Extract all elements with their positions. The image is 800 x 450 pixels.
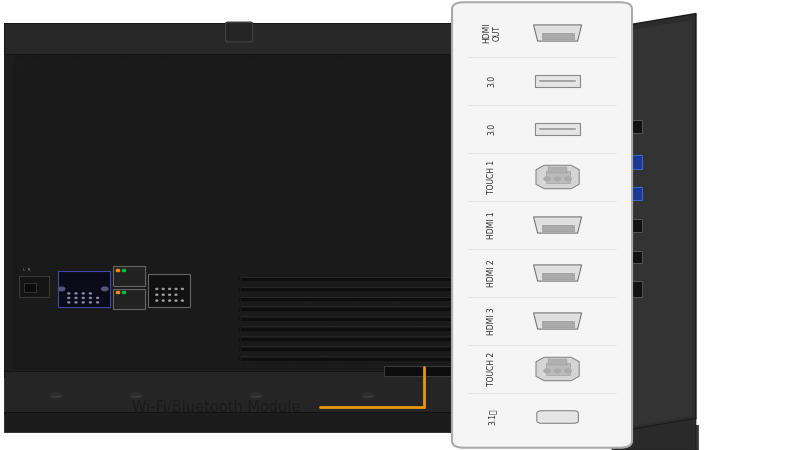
Polygon shape [4,371,552,414]
FancyBboxPatch shape [534,75,581,87]
FancyBboxPatch shape [548,167,567,173]
FancyBboxPatch shape [542,33,574,39]
Circle shape [565,369,571,373]
Circle shape [156,288,158,289]
FancyBboxPatch shape [542,273,574,279]
Polygon shape [4,22,552,54]
Text: HDMI 3: HDMI 3 [487,307,497,335]
Polygon shape [612,425,698,450]
Circle shape [544,177,550,180]
Circle shape [82,302,84,303]
FancyBboxPatch shape [452,2,632,448]
FancyBboxPatch shape [546,171,570,183]
Polygon shape [616,418,696,450]
FancyBboxPatch shape [548,359,567,365]
Circle shape [68,297,70,298]
Circle shape [156,300,158,301]
FancyBboxPatch shape [58,271,110,307]
Circle shape [82,297,84,298]
Bar [116,269,119,271]
Circle shape [75,302,77,303]
Circle shape [182,288,183,289]
Circle shape [82,293,84,294]
Polygon shape [616,14,696,432]
FancyBboxPatch shape [534,123,581,135]
Polygon shape [536,357,579,381]
Circle shape [554,177,561,180]
Circle shape [102,287,108,291]
FancyBboxPatch shape [620,219,642,232]
Circle shape [175,288,177,289]
Bar [122,269,125,271]
Circle shape [565,177,571,180]
Bar [122,291,125,293]
Polygon shape [534,265,582,281]
FancyBboxPatch shape [542,225,574,231]
Text: HDMI 2: HDMI 2 [487,259,497,287]
FancyBboxPatch shape [620,120,642,133]
Circle shape [362,393,374,399]
FancyBboxPatch shape [19,276,49,297]
Circle shape [250,393,262,399]
Polygon shape [536,165,579,189]
FancyBboxPatch shape [148,274,190,307]
Circle shape [175,294,177,295]
Circle shape [169,300,170,301]
FancyBboxPatch shape [620,155,642,169]
Circle shape [130,393,142,399]
Polygon shape [14,56,538,369]
Circle shape [75,293,77,294]
FancyBboxPatch shape [113,266,145,286]
Text: Wi-Fi/Bluetooth Module: Wi-Fi/Bluetooth Module [132,400,301,415]
Polygon shape [4,22,552,378]
Circle shape [68,293,70,294]
Polygon shape [534,25,582,41]
Circle shape [90,302,91,303]
Polygon shape [4,412,552,432]
Circle shape [156,294,158,295]
Circle shape [90,297,91,298]
Polygon shape [620,20,692,427]
Circle shape [175,300,177,301]
Circle shape [162,294,164,295]
Circle shape [97,297,98,298]
Text: HDMI
OUT: HDMI OUT [482,23,502,43]
FancyBboxPatch shape [620,281,642,297]
Circle shape [544,369,550,373]
Circle shape [169,294,170,295]
Circle shape [90,293,91,294]
Text: 3.0: 3.0 [487,75,497,87]
Circle shape [458,393,470,399]
FancyBboxPatch shape [542,321,574,327]
Circle shape [50,393,62,399]
Polygon shape [534,217,582,233]
Text: 3.1⭑: 3.1⭑ [487,409,497,425]
FancyBboxPatch shape [24,284,36,292]
Circle shape [162,288,164,289]
Circle shape [68,302,70,303]
Text: 3.0: 3.0 [487,123,497,135]
FancyBboxPatch shape [620,187,642,200]
Circle shape [162,300,164,301]
FancyBboxPatch shape [546,363,570,375]
Circle shape [58,287,65,291]
FancyBboxPatch shape [113,289,145,309]
Circle shape [97,302,98,303]
Circle shape [75,297,77,298]
FancyBboxPatch shape [226,22,253,42]
Circle shape [169,288,170,289]
Text: L  R: L R [22,268,30,272]
Text: TOUCH 1: TOUCH 1 [487,160,497,194]
Bar [116,291,119,293]
Circle shape [554,369,561,373]
Text: HDMI 1: HDMI 1 [487,211,497,239]
FancyBboxPatch shape [384,365,528,376]
Text: TOUCH 2: TOUCH 2 [487,352,497,386]
Polygon shape [534,313,582,329]
Circle shape [182,300,183,301]
FancyBboxPatch shape [620,251,642,263]
FancyBboxPatch shape [537,411,578,423]
